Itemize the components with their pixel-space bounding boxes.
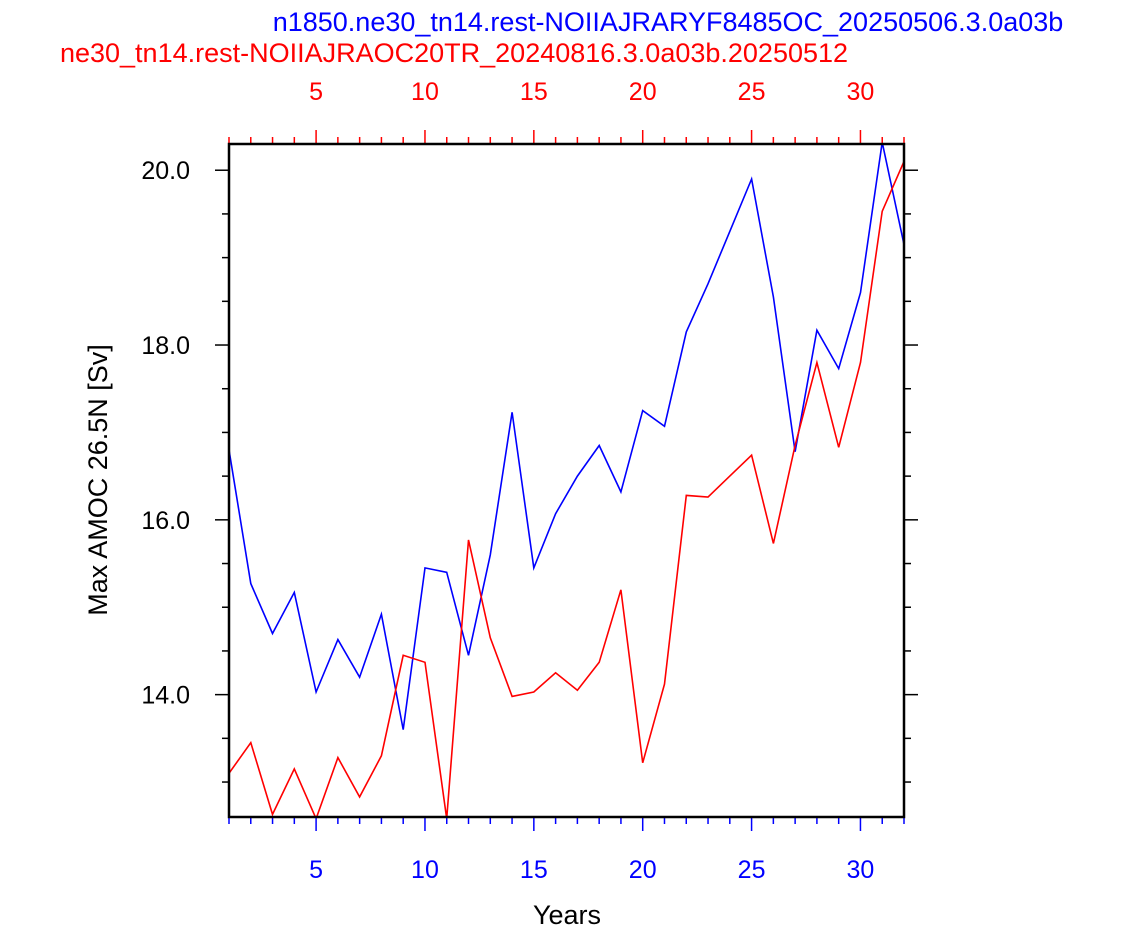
top-tick-label: 30 [847,78,875,106]
series-line-blue [229,144,904,730]
bottom-tick-label: 15 [520,856,548,884]
y-tick-label: 20.0 [141,157,190,185]
right-y-axis [904,169,918,783]
y-tick-label: 18.0 [141,332,190,360]
plot-frame [227,142,906,819]
top-tick-label: 20 [629,78,657,106]
left-y-axis: 14.0 16.0 18.0 20.0 [141,157,229,783]
x-axis-label: Years [533,900,601,930]
top-tick-label: 15 [520,78,548,106]
y-axis-label: Max AMOC 26.5N [Sv] [83,344,113,616]
bottom-x-axis: 5 10 15 20 25 30 [228,817,905,884]
bottom-tick-label: 30 [847,856,875,884]
chart-title-red: ne30_tn14.rest-NOIIAJRAOC20TR_20240816.3… [60,38,848,68]
bottom-tick-label: 5 [309,856,323,884]
y-tick-label: 14.0 [141,682,190,710]
chart-title-blue: n1850.ne30_tn14.rest-NOIIAJRARYF8485OC_2… [273,7,1064,37]
top-tick-label: 25 [738,78,766,106]
plot-area [229,144,904,817]
top-x-axis: 5 10 15 20 25 30 [228,78,905,144]
bottom-tick-label: 25 [738,856,766,884]
top-tick-label: 5 [309,78,323,106]
y-tick-label: 16.0 [141,507,190,535]
bottom-tick-label: 20 [629,856,657,884]
top-tick-label: 10 [411,78,439,106]
series-line-red [229,161,904,817]
bottom-tick-label: 10 [411,856,439,884]
